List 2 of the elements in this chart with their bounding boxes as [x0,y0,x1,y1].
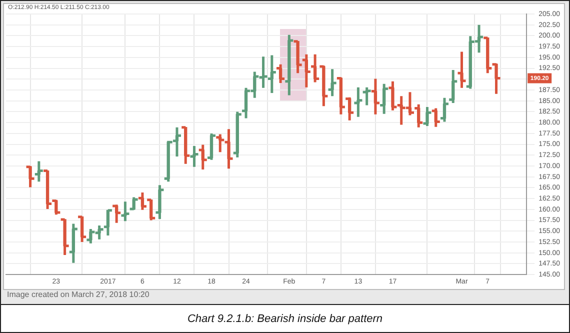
text: Chart 9.2.1.b: Bearish inside bar pattern [187,312,383,324]
text: Image created on March 27, 2018 10:20 [7,290,150,299]
